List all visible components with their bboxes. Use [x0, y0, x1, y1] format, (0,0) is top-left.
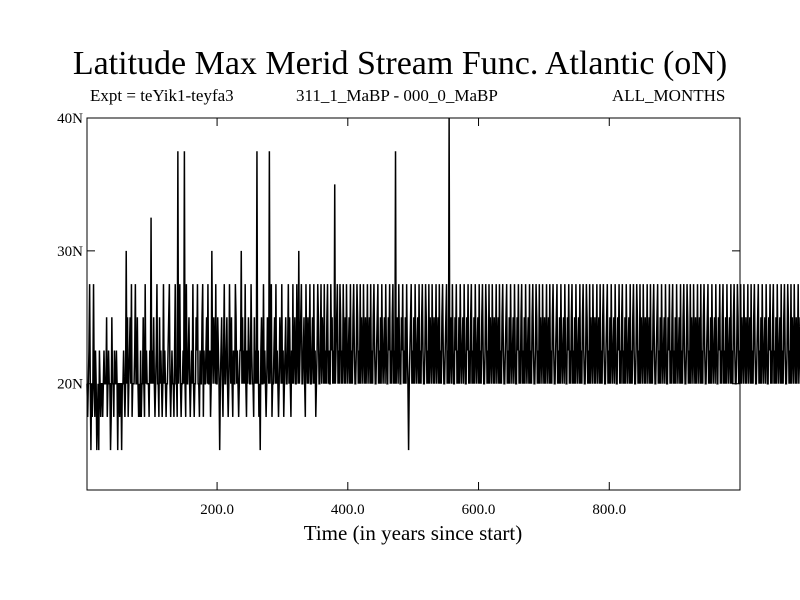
chart-title: Latitude Max Merid Stream Func. Atlantic…: [72, 45, 728, 82]
x-axis-label: Time (in years since start): [303, 521, 523, 545]
y-tick-label: 40N: [57, 111, 83, 127]
experiment-label: Expt = teYik1-teyfa3: [90, 86, 234, 105]
x-tick-label: 400.0: [331, 502, 365, 518]
plot-frame: [86, 117, 741, 491]
series-line-latitude-max: [86, 117, 800, 451]
x-tick-label: 200.0: [200, 502, 234, 518]
period-label: 311_1_MaBP - 000_0_MaBP: [296, 86, 498, 105]
season-label: ALL_MONTHS: [612, 86, 726, 105]
tick-label-layer: 200.0 400.0 600.0 800.0 20N 30N 40N: [57, 111, 626, 518]
y-tick-label: 30N: [57, 244, 83, 260]
x-tick-label: 800.0: [592, 502, 626, 518]
y-tick-label: 20N: [57, 377, 83, 393]
x-tick-label: 600.0: [462, 502, 496, 518]
